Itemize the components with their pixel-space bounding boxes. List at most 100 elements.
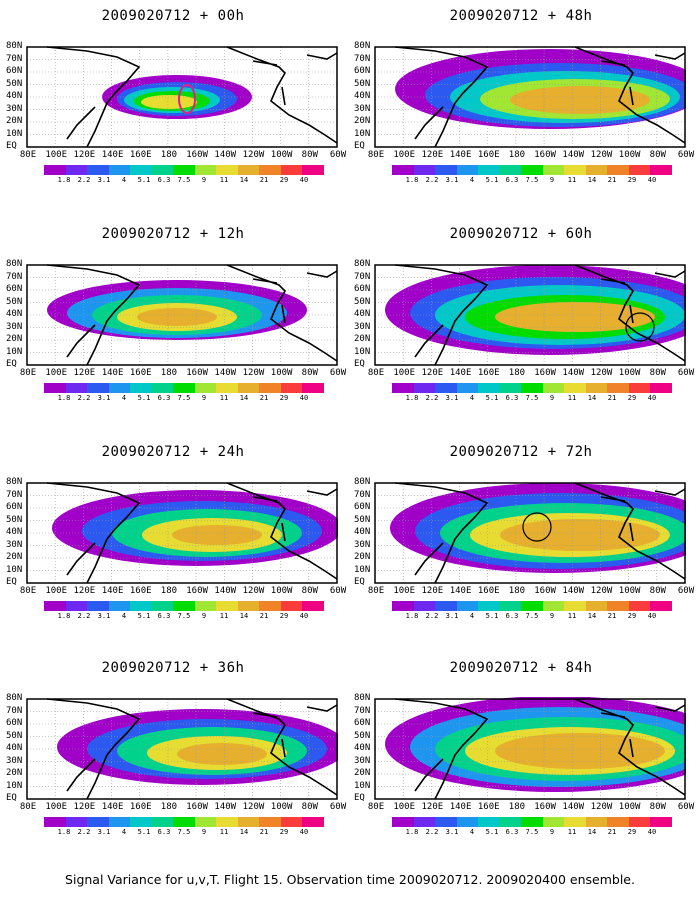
- map-panel: 2009020712 + 48h 80N 70N 60N 50N 40N 30N 20N 10N…: [354, 8, 694, 223]
- colorbar-level-label: 7.5: [525, 828, 539, 836]
- lon-tick-label: 140E: [449, 368, 472, 378]
- coastline: [394, 698, 686, 800]
- lat-tick-label: EQ: [6, 141, 17, 151]
- colorbar-level-label: 9: [549, 394, 555, 402]
- lon-tick-label: 120W: [590, 150, 613, 160]
- lon-tick-label: 60W: [677, 368, 695, 378]
- colorbar-level-label: 6.3: [505, 176, 519, 184]
- colorbar-level-label: 29: [627, 828, 637, 836]
- colorbar-level-label: 21: [259, 176, 269, 184]
- colorbar-swatch: [499, 383, 522, 393]
- colorbar-swatch: [628, 165, 651, 175]
- colorbar-swatch: [585, 383, 608, 393]
- colorbar-swatch: [302, 383, 324, 393]
- lat-tick-label: 20N: [6, 552, 23, 562]
- lat-tick-label: 20N: [354, 768, 371, 778]
- colorbar-swatch: [521, 601, 543, 611]
- lon-axis: 80E 100E 120E 140E 160E 180 160W 140W 120W 100W 80…: [20, 586, 346, 598]
- colorbar-swatch: [650, 601, 672, 611]
- colorbar-level-label: 5.1: [137, 612, 151, 620]
- colorbar-swatch: [542, 601, 565, 611]
- colorbar-level-label: 21: [259, 828, 269, 836]
- colorbar-level-label: 4: [469, 828, 475, 836]
- lon-tick-label: 120E: [421, 586, 444, 596]
- colorbar-level-label: 14: [587, 612, 597, 620]
- lat-tick-label: 50N: [354, 730, 371, 741]
- lon-tick-label: 120W: [242, 150, 265, 160]
- colorbar-level-label: 14: [587, 176, 597, 184]
- lat-tick-label: 40N: [354, 309, 371, 319]
- colorbar-swatch: [259, 601, 281, 611]
- lon-tick-label: 80E: [19, 368, 37, 378]
- lat-tick-label: 80N: [354, 259, 371, 269]
- colorbar-level-label: 2.2: [77, 828, 91, 836]
- lon-tick-label: 160E: [129, 150, 152, 160]
- colorbar-swatch: [392, 165, 414, 175]
- lon-tick-label: 160W: [186, 802, 208, 812]
- lat-tick-label: 60N: [354, 284, 371, 294]
- colorbar-swatch: [151, 383, 174, 393]
- colorbar-swatch: [628, 817, 651, 827]
- lon-tick-label: 100W: [618, 368, 641, 378]
- colorbar-level-label: 29: [627, 176, 637, 184]
- colorbar: [44, 817, 324, 827]
- colorbar-swatch: [65, 601, 88, 611]
- colorbar-swatch: [108, 601, 131, 611]
- colorbar-swatch: [435, 165, 457, 175]
- map-area: [26, 698, 338, 800]
- lat-tick-label: 40N: [6, 91, 23, 101]
- colorbar-level-label: 21: [607, 612, 617, 620]
- colorbar-swatch: [542, 165, 565, 175]
- lon-tick-label: 80W: [649, 368, 666, 378]
- colorbar-swatch: [542, 817, 565, 827]
- colorbar-swatch: [237, 383, 260, 393]
- lon-tick-label: 140E: [449, 150, 472, 160]
- variance-contour: [510, 86, 650, 114]
- variance-contour: [177, 743, 267, 765]
- colorbar-swatch: [499, 601, 522, 611]
- lon-tick-label: 140W: [562, 150, 585, 160]
- colorbar-swatch: [478, 817, 500, 827]
- lon-tick-label: 140W: [214, 368, 237, 378]
- lat-tick-label: 50N: [6, 78, 23, 89]
- colorbar-swatch: [607, 165, 629, 175]
- colorbar-swatch: [130, 383, 152, 393]
- lon-tick-label: 120E: [421, 150, 444, 160]
- lat-tick-label: 70N: [354, 271, 371, 282]
- map-area: [374, 482, 686, 584]
- lon-tick-label: 80E: [367, 368, 385, 378]
- map-frame: [26, 46, 338, 148]
- lon-axis: 80E 100E 120E 140E 160E 180 160W 140W 120W 100W 80…: [368, 368, 694, 380]
- colorbar-swatch: [130, 601, 152, 611]
- lon-tick-label: 160W: [534, 586, 556, 596]
- coastline: [46, 46, 338, 148]
- lon-tick-label: 160W: [534, 802, 556, 812]
- colorbar-level-label: 40: [647, 176, 657, 184]
- colorbar-labels: 1.8 2.2 3.1 4 5.1 6.3 7.5 9 11 14 21 29 40: [392, 828, 672, 838]
- lon-tick-label: 140W: [214, 586, 237, 596]
- colorbar-swatch: [302, 817, 324, 827]
- colorbar-swatch: [564, 165, 586, 175]
- colorbar-swatch: [564, 817, 586, 827]
- colorbar-swatch: [65, 165, 88, 175]
- coastline: [394, 482, 686, 584]
- lon-tick-label: 80E: [19, 802, 37, 812]
- lon-tick-label: 160E: [129, 368, 152, 378]
- colorbar-level-label: 14: [587, 394, 597, 402]
- colorbar-level-label: 4: [121, 828, 127, 836]
- colorbar-level-label: 14: [239, 612, 249, 620]
- colorbar-level-label: 6.3: [157, 612, 171, 620]
- lon-axis: 80E 100E 120E 140E 160E 180 160W 140W 120W 100W 80…: [368, 802, 694, 814]
- lon-tick-label: 140E: [101, 368, 124, 378]
- lon-tick-label: 120E: [421, 368, 444, 378]
- lon-tick-label: 60W: [677, 802, 695, 812]
- colorbar-swatch: [413, 383, 436, 393]
- lat-tick-label: EQ: [6, 359, 17, 369]
- colorbar-level-label: 3.1: [97, 828, 111, 836]
- colorbar-level-label: 3.1: [445, 394, 459, 402]
- colorbar-level-label: 6.3: [157, 394, 171, 402]
- colorbar-swatch: [237, 165, 260, 175]
- colorbar-swatch: [216, 383, 238, 393]
- map-frame: [26, 698, 338, 800]
- colorbar-level-label: 21: [259, 394, 269, 402]
